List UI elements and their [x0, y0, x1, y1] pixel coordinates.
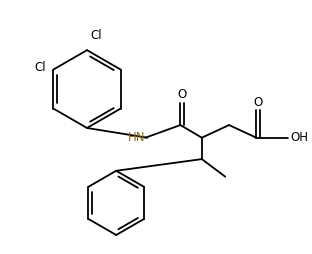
Text: O: O	[177, 88, 187, 101]
Text: O: O	[253, 96, 262, 108]
Text: HN: HN	[128, 131, 145, 144]
Text: Cl: Cl	[90, 29, 101, 42]
Text: Cl: Cl	[34, 61, 46, 74]
Text: OH: OH	[290, 131, 308, 144]
